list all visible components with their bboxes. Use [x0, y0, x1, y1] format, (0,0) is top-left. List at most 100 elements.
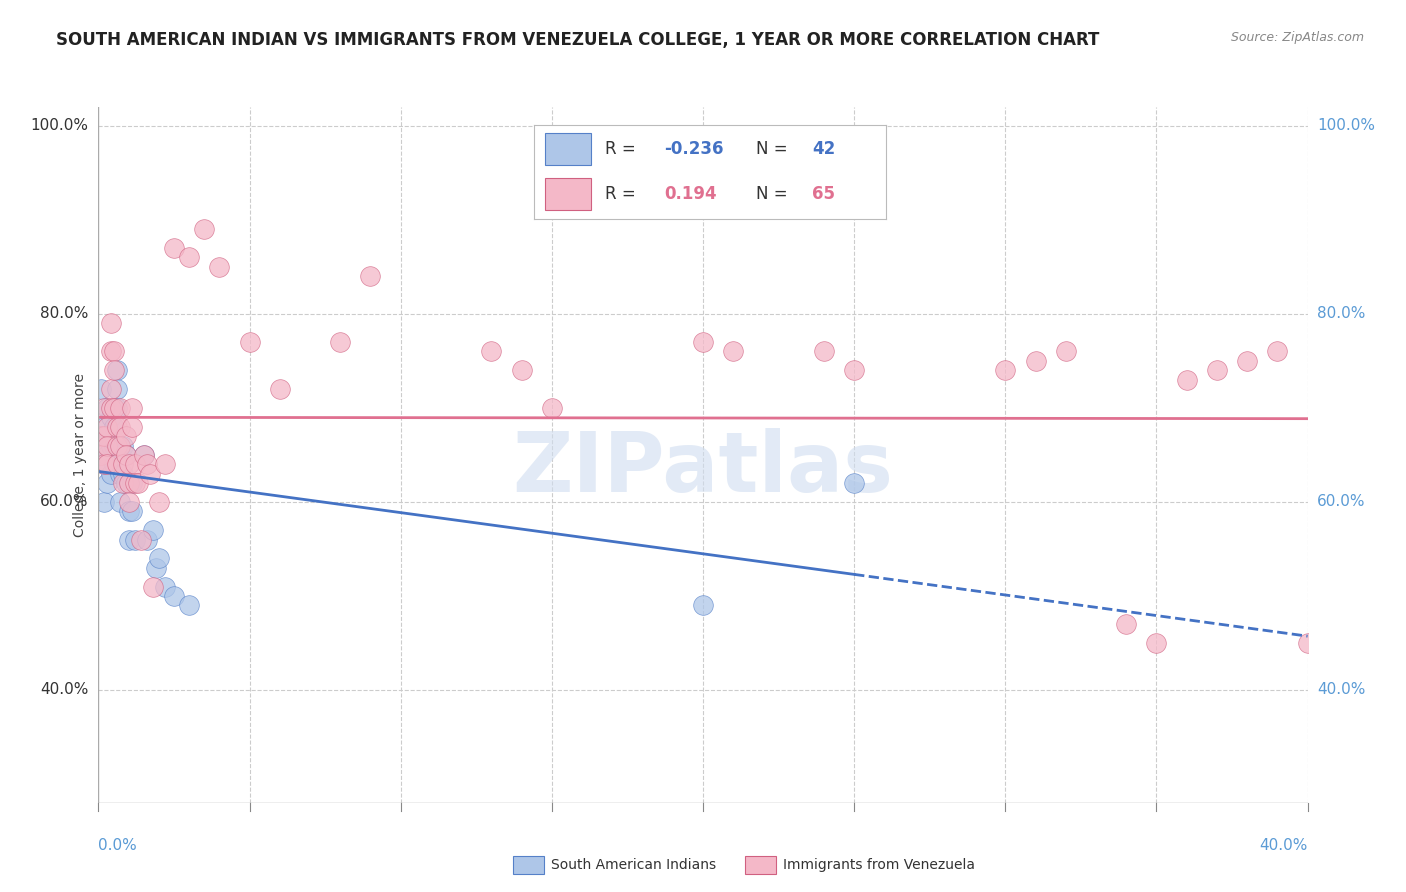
Point [93, 458, 115, 472]
Text: 65: 65 [813, 186, 835, 203]
Point [121, 419, 143, 434]
Point [93, 458, 115, 472]
Point [114, 448, 136, 462]
Point [105, 382, 128, 396]
Point [124, 458, 146, 472]
Point [994, 363, 1017, 377]
Point [813, 344, 835, 359]
Point [114, 476, 136, 491]
Text: ZIPatlas: ZIPatlas [513, 428, 893, 509]
Point [132, 448, 155, 462]
Point [692, 599, 714, 613]
Point [103, 401, 125, 415]
Point [1115, 617, 1137, 632]
Point [118, 504, 141, 518]
Text: 40.0%: 40.0% [1260, 838, 1308, 853]
Point [844, 363, 866, 377]
Text: 0.0%: 0.0% [98, 838, 138, 853]
Point [103, 458, 125, 472]
Point [1144, 636, 1167, 650]
Point [118, 458, 141, 472]
Point [108, 495, 131, 509]
Point [105, 458, 128, 472]
Point [103, 401, 125, 415]
Point [90, 429, 112, 443]
Point [1236, 354, 1258, 368]
Point [90, 448, 112, 462]
Point [163, 589, 186, 603]
Point [360, 269, 382, 284]
Text: 60.0%: 60.0% [41, 494, 89, 509]
Point [118, 495, 141, 509]
Point [96, 401, 118, 415]
Point [93, 495, 115, 509]
Point [1265, 344, 1288, 359]
Text: 100.0%: 100.0% [1317, 119, 1375, 133]
Point [269, 382, 291, 396]
Point [142, 523, 165, 537]
Point [111, 438, 134, 452]
Point [193, 222, 215, 236]
Text: 40.0%: 40.0% [1317, 682, 1365, 698]
Point [103, 419, 125, 434]
Point [111, 476, 134, 491]
Text: N =: N = [756, 140, 793, 158]
Point [105, 438, 128, 452]
Text: 80.0%: 80.0% [41, 306, 89, 321]
Point [103, 438, 125, 452]
Point [540, 401, 562, 415]
Point [96, 419, 118, 434]
Text: 100.0%: 100.0% [31, 119, 89, 133]
Point [121, 476, 143, 491]
Point [129, 533, 152, 547]
Point [90, 438, 112, 452]
Text: 42: 42 [813, 140, 835, 158]
Point [114, 448, 136, 462]
Point [1206, 363, 1229, 377]
Point [118, 476, 141, 491]
Point [96, 458, 118, 472]
Point [1024, 354, 1046, 368]
Text: N =: N = [756, 186, 793, 203]
Text: R =: R = [605, 186, 641, 203]
Point [108, 419, 131, 434]
Point [105, 363, 128, 377]
Text: 80.0%: 80.0% [1317, 306, 1365, 321]
Point [145, 560, 167, 574]
Point [100, 438, 122, 452]
Point [121, 504, 143, 518]
Point [148, 495, 170, 509]
Text: 0.194: 0.194 [665, 186, 717, 203]
Point [329, 335, 352, 350]
Point [127, 476, 149, 491]
Point [124, 533, 146, 547]
Point [114, 429, 136, 443]
Point [239, 335, 262, 350]
Point [100, 467, 122, 481]
Point [111, 458, 134, 472]
FancyBboxPatch shape [544, 133, 591, 165]
Point [93, 419, 115, 434]
Point [108, 401, 131, 415]
Point [93, 429, 115, 443]
Point [96, 438, 118, 452]
Point [844, 476, 866, 491]
Text: South American Indians: South American Indians [551, 858, 716, 872]
Point [90, 382, 112, 396]
Point [96, 429, 118, 443]
Point [100, 401, 122, 415]
Text: SOUTH AMERICAN INDIAN VS IMMIGRANTS FROM VENEZUELA COLLEGE, 1 YEAR OR MORE CORRE: SOUTH AMERICAN INDIAN VS IMMIGRANTS FROM… [56, 31, 1099, 49]
Point [124, 476, 146, 491]
Point [153, 580, 176, 594]
Point [105, 401, 128, 415]
Point [100, 382, 122, 396]
Point [108, 467, 131, 481]
Point [108, 438, 131, 452]
Text: Source: ZipAtlas.com: Source: ZipAtlas.com [1230, 31, 1364, 45]
Point [135, 458, 157, 472]
Point [121, 401, 143, 415]
Point [692, 335, 714, 350]
Text: 60.0%: 60.0% [1317, 494, 1365, 509]
FancyBboxPatch shape [544, 178, 591, 211]
Text: Immigrants from Venezuela: Immigrants from Venezuela [783, 858, 976, 872]
